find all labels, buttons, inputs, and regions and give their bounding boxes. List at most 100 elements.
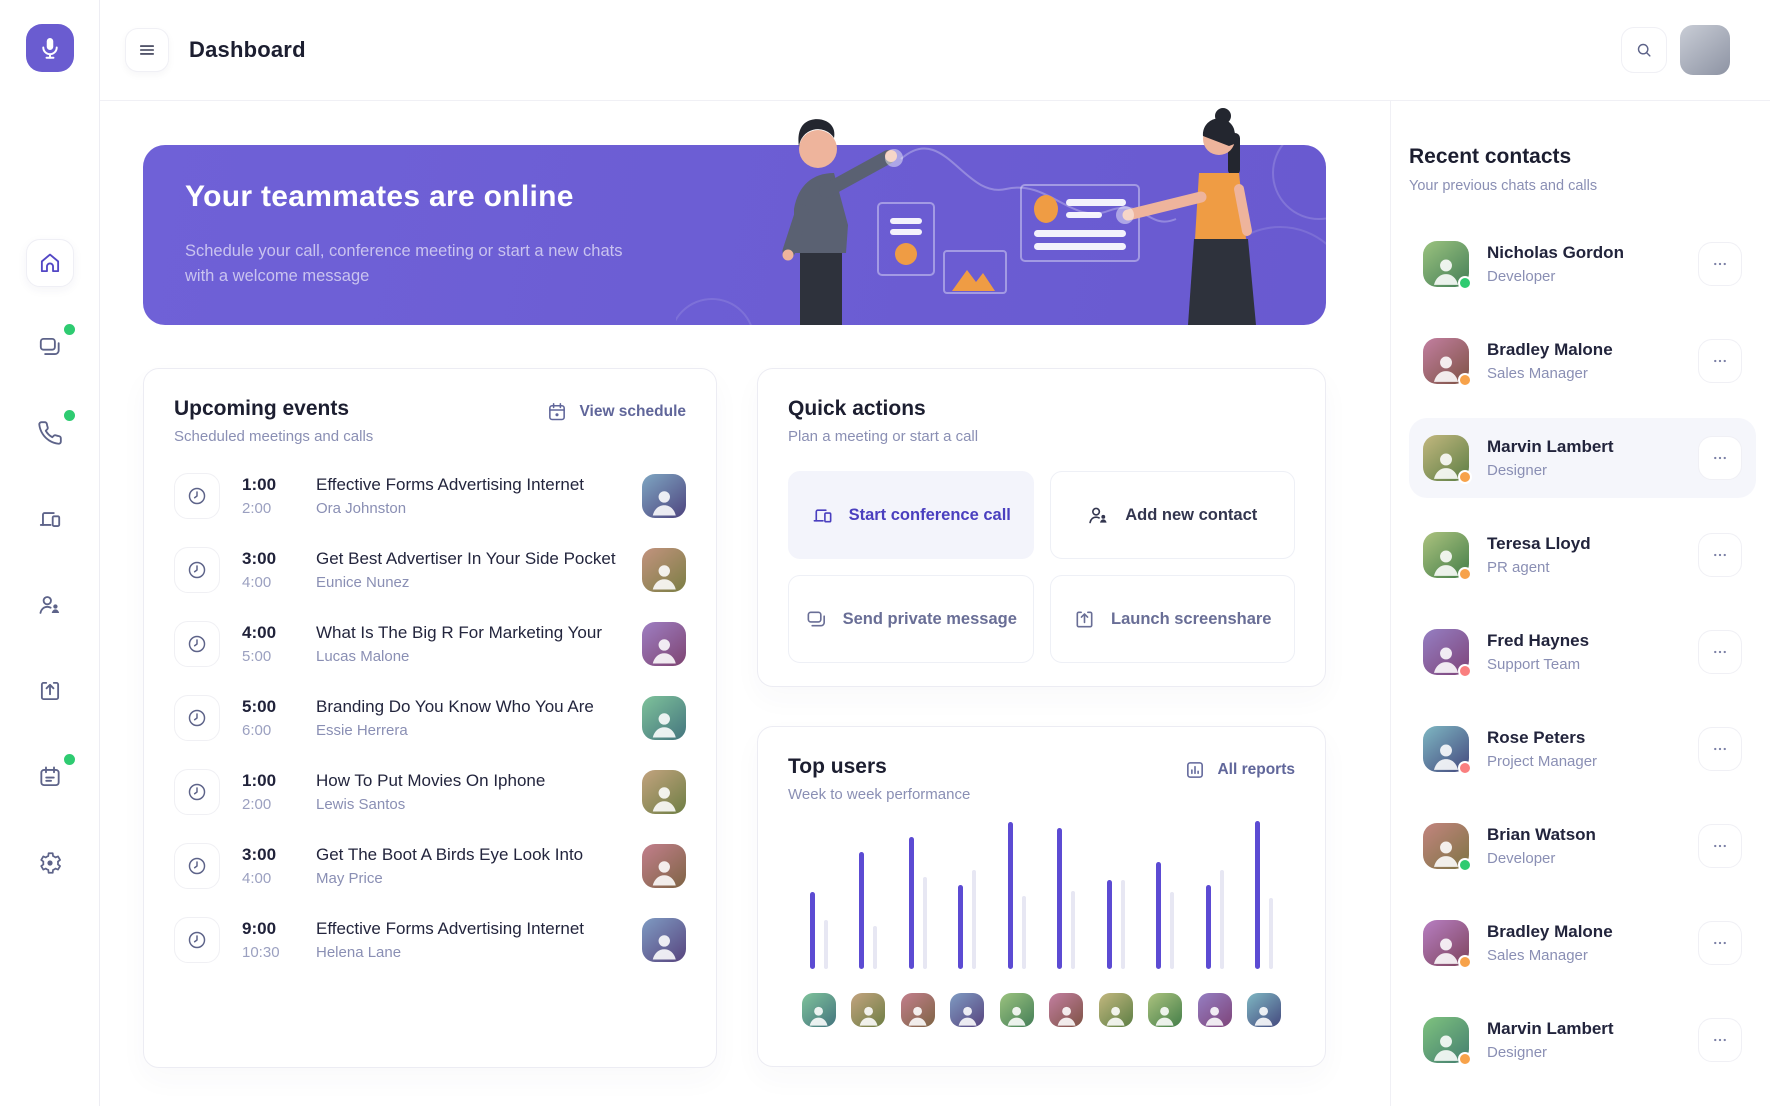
contact-role: Developer [1487, 850, 1556, 867]
event-person: Eunice Nunez [316, 574, 410, 591]
calendar-dot-icon [546, 401, 568, 423]
contact-more-button[interactable] [1698, 630, 1742, 674]
event-person: Ora Johnston [316, 500, 407, 517]
event-avatar [642, 622, 686, 666]
contact-more-button[interactable] [1698, 339, 1742, 383]
event-end-time: 2:00 [242, 796, 272, 813]
teammates-banner: Your teammates are online Schedule your … [143, 108, 1326, 350]
contact-more-button[interactable] [1698, 727, 1742, 771]
event-avatar [642, 770, 686, 814]
recent-contacts-title: Recent contacts [1409, 145, 1572, 168]
sidebar-item-devices[interactable] [36, 505, 64, 533]
quick-action-label: Start conference call [848, 505, 1011, 524]
event-title: Branding Do You Know Who You Are [316, 697, 594, 716]
contact-more-button[interactable] [1698, 921, 1742, 965]
bar-previous-week [1219, 869, 1224, 969]
event-end-time: 6:00 [242, 722, 272, 739]
view-schedule-link[interactable]: View schedule [546, 401, 686, 423]
event-row[interactable]: 3:00 4:00 Get The Boot A Birds Eye Look … [174, 843, 686, 889]
event-title: What Is The Big R For Marketing Your [316, 623, 602, 642]
quick-action-icon [1073, 608, 1096, 631]
contact-row[interactable]: Bradley Malone Sales Manager [1409, 321, 1756, 401]
profile-avatar[interactable] [1680, 25, 1730, 75]
launch-screenshare-button[interactable]: Launch screenshare [1049, 575, 1295, 663]
event-row[interactable]: 3:00 4:00 Get Best Advertiser In Your Si… [174, 547, 686, 593]
search-icon [1634, 40, 1654, 60]
event-row[interactable]: 5:00 6:00 Branding Do You Know Who You A… [174, 695, 686, 741]
chart-user-avatar [1197, 993, 1232, 1027]
status-dot [1458, 470, 1472, 484]
bar-group [1246, 821, 1281, 1027]
contact-more-button[interactable] [1698, 436, 1742, 480]
sidebar-item-calls[interactable] [36, 410, 75, 447]
bar-group [802, 821, 836, 1027]
event-avatar [642, 696, 686, 740]
bar-previous-week [1071, 890, 1076, 969]
start-conference-call-button[interactable]: Start conference call [788, 471, 1034, 559]
contact-row[interactable]: Marvin Lambert Designer [1409, 1000, 1756, 1080]
bar-current-week [1205, 884, 1211, 969]
event-title: Get The Boot A Birds Eye Look Into [316, 845, 584, 864]
contact-more-button[interactable] [1698, 824, 1742, 868]
contact-more-button[interactable] [1698, 242, 1742, 286]
event-row[interactable]: 9:00 10:30 Effective Forms Advertising I… [174, 917, 686, 963]
event-title: How To Put Movies On Iphone [316, 771, 546, 790]
event-avatar [642, 548, 686, 592]
event-row[interactable]: 1:00 2:00 Effective Forms Advertising In… [174, 473, 686, 519]
more-icon [1710, 351, 1730, 371]
sidebar-nav [0, 239, 100, 935]
nav-icon [37, 506, 63, 532]
sidebar-item-home[interactable] [26, 239, 74, 287]
bar-current-week [1156, 862, 1162, 969]
chart-user-avatar [1049, 993, 1084, 1027]
quick-action-label: Send private message [842, 609, 1017, 628]
bar-current-week [859, 852, 865, 969]
clock-icon [174, 769, 220, 815]
status-dot [1458, 955, 1472, 969]
send-private-message-button[interactable]: Send private message [788, 575, 1034, 663]
contact-role: Sales Manager [1487, 365, 1588, 382]
contact-name: Teresa Lloyd [1487, 534, 1591, 553]
bar-group [900, 821, 935, 1027]
contact-role: Developer [1487, 268, 1556, 285]
sidebar-item-share[interactable] [36, 677, 64, 705]
bar-previous-week [1268, 897, 1273, 969]
contact-row[interactable]: Nicholas Gordon Developer [1409, 224, 1756, 304]
event-end-time: 5:00 [242, 648, 272, 665]
add-new-contact-button[interactable]: Add new contact [1049, 471, 1295, 559]
contact-name: Marvin Lambert [1487, 437, 1614, 456]
bar-group [1049, 821, 1084, 1027]
quick-action-icon [1087, 504, 1110, 527]
sidebar-item-calendar[interactable] [36, 754, 75, 791]
quick-actions-title: Quick actions [788, 397, 926, 420]
app-logo [26, 24, 74, 72]
quick-action-icon [805, 608, 828, 631]
contact-name: Rose Peters [1487, 728, 1586, 747]
bar-current-week [1007, 822, 1013, 969]
more-icon [1710, 448, 1730, 468]
event-start-time: 1:00 [242, 475, 277, 494]
contact-more-button[interactable] [1698, 1018, 1742, 1062]
search-button[interactable] [1621, 27, 1667, 73]
contact-row[interactable]: Fred Haynes Support Team [1409, 612, 1756, 692]
sidebar-item-contacts[interactable] [36, 591, 64, 619]
contact-row[interactable]: Rose Peters Project Manager [1409, 709, 1756, 789]
sidebar-item-chats[interactable] [36, 324, 75, 361]
contact-row[interactable]: Bradley Malone Sales Manager [1409, 903, 1756, 983]
event-person: Essie Herrera [316, 722, 408, 739]
upcoming-events-card: Upcoming events Scheduled meetings and c… [143, 368, 717, 1068]
quick-actions-subtitle: Plan a meeting or start a call [788, 428, 979, 445]
all-reports-link[interactable]: All reports [1184, 759, 1295, 781]
bar-previous-week [873, 926, 878, 969]
contact-more-button[interactable] [1698, 533, 1742, 577]
menu-button[interactable] [125, 28, 169, 72]
contact-row[interactable]: Teresa Lloyd PR agent [1409, 515, 1756, 595]
contact-row[interactable]: Marvin Lambert Designer [1409, 418, 1756, 498]
quick-action-label: Add new contact [1125, 505, 1258, 524]
sidebar-item-settings[interactable] [36, 849, 64, 877]
teammates-illustration [676, 108, 1326, 350]
event-row[interactable]: 4:00 5:00 What Is The Big R For Marketin… [174, 621, 686, 667]
contact-row[interactable]: Brian Watson Developer [1409, 806, 1756, 886]
event-row[interactable]: 1:00 2:00 How To Put Movies On Iphone Le… [174, 769, 686, 815]
more-icon [1710, 545, 1730, 565]
